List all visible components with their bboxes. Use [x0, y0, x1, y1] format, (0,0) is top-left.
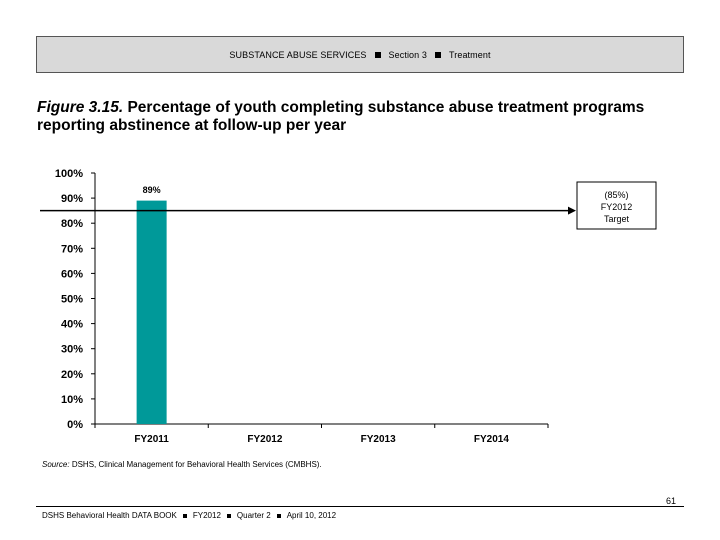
y-tick-label: 90%: [61, 193, 83, 205]
y-tick-label: 100%: [55, 168, 83, 180]
square-bullet-icon: [276, 513, 281, 518]
source-prefix: Source:: [42, 460, 70, 469]
target-label-line: FY2012: [601, 202, 633, 212]
target-label-line: Target: [604, 214, 630, 224]
target-label-box: [576, 181, 657, 230]
square-bullet-icon: [226, 513, 231, 518]
y-tick-label: 40%: [61, 319, 83, 331]
section-topic-label: Treatment: [448, 49, 491, 60]
footer-date: April 10, 2012: [286, 511, 337, 520]
target-label-line: (85%): [604, 190, 628, 200]
footer: DSHS Behavioral Health DATA BOOK FY2012 …: [42, 511, 336, 520]
footer-divider: [36, 506, 684, 507]
y-tick-label: 20%: [61, 369, 83, 381]
x-tick-label: FY2013: [361, 434, 396, 445]
x-tick-label: FY2012: [247, 434, 282, 445]
square-bullet-icon: [374, 51, 381, 58]
y-tick-label: 60%: [61, 268, 83, 280]
y-tick-label: 70%: [61, 243, 83, 255]
figure-number: Figure 3.15.: [37, 99, 124, 116]
section-header-bar: SUBSTANCE ABUSE SERVICES Section 3 Treat…: [36, 36, 684, 73]
section-number-label: Section 3: [388, 49, 427, 60]
footer-year: FY2012: [192, 511, 221, 520]
section-main-label: SUBSTANCE ABUSE SERVICES: [229, 49, 367, 60]
square-bullet-icon: [182, 513, 187, 518]
y-tick-label: 30%: [61, 344, 83, 356]
source-text: DSHS, Clinical Management for Behavioral…: [71, 460, 322, 469]
bar: [136, 200, 167, 424]
data-label: 89%: [143, 185, 161, 195]
square-bullet-icon: [434, 51, 441, 58]
source-note: Source: DSHS, Clinical Management for Be…: [42, 460, 322, 469]
y-tick-label: 0%: [67, 419, 83, 431]
footer-book-title: DSHS Behavioral Health DATA BOOK: [42, 511, 177, 520]
y-tick-label: 50%: [61, 294, 83, 306]
y-tick-label: 80%: [61, 218, 83, 230]
footer-quarter: Quarter 2: [236, 511, 271, 520]
page-number: 61: [666, 496, 677, 506]
x-tick-label: FY2011: [134, 434, 169, 445]
x-tick-label: FY2014: [474, 434, 509, 445]
y-tick-label: 10%: [61, 394, 83, 406]
figure-title-text: Percentage of youth completing substance…: [37, 99, 645, 134]
figure-title: Figure 3.15. Percentage of youth complet…: [37, 99, 687, 135]
target-arrowhead: [568, 206, 576, 215]
